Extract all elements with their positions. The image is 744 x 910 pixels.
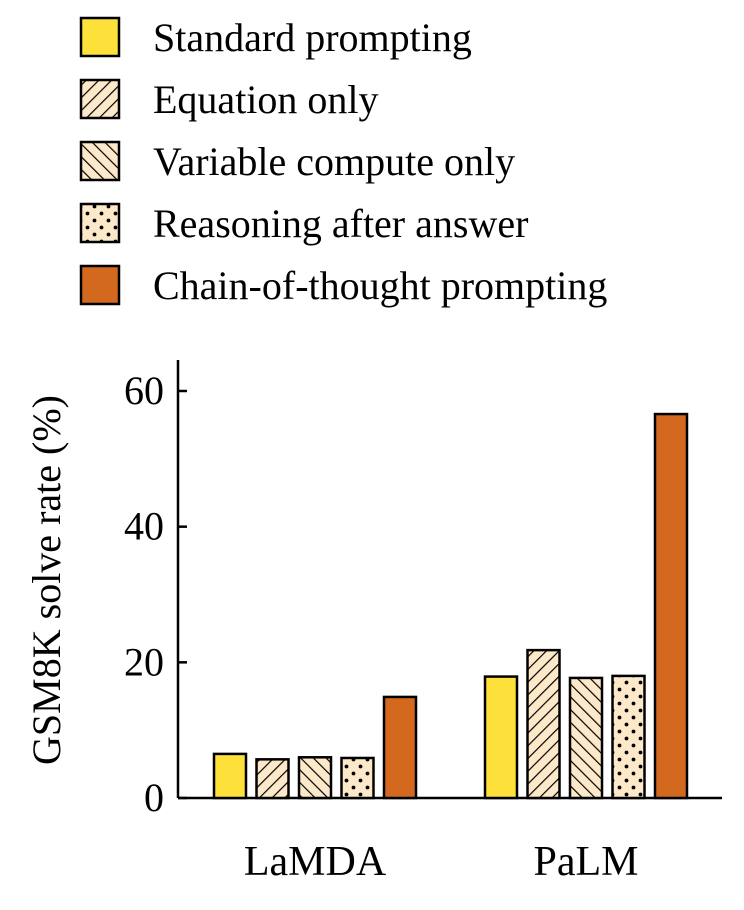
y-ticks: 0 20 40 60 xyxy=(124,368,187,820)
legend-swatch xyxy=(79,202,121,244)
bar xyxy=(212,752,248,800)
legend-label: Standard prompting xyxy=(153,15,472,60)
bar xyxy=(526,648,561,800)
legend-swatch xyxy=(79,140,121,182)
bar xyxy=(568,676,604,800)
bar xyxy=(611,674,646,800)
x-ticks: LaMDA PaLM xyxy=(244,839,639,885)
y-tick-label: 20 xyxy=(124,639,164,684)
bar xyxy=(382,695,418,800)
legend-swatch xyxy=(79,78,121,120)
bar xyxy=(483,675,519,800)
x-tick-label: LaMDA xyxy=(244,839,387,885)
bar xyxy=(297,756,333,800)
x-tick-label: PaLM xyxy=(534,839,639,885)
bar xyxy=(255,758,290,800)
y-tick-label: 60 xyxy=(124,368,164,413)
legend: Standard prompting Equation only Variable … xyxy=(79,15,607,308)
y-tick-label: 0 xyxy=(144,775,164,820)
bar xyxy=(653,412,689,800)
legend-label: Reasoning after answer xyxy=(153,201,528,246)
bars xyxy=(212,412,689,800)
bar xyxy=(340,756,375,800)
legend-swatch xyxy=(79,264,121,306)
legend-label: Variable compute only xyxy=(153,139,515,184)
legend-label: Equation only xyxy=(153,77,379,122)
legend-swatch xyxy=(79,16,121,58)
y-axis-label: GSM8K solve rate (%) xyxy=(24,395,69,765)
y-tick-label: 40 xyxy=(124,504,164,549)
legend-label: Chain-of-thought prompting xyxy=(153,263,607,308)
